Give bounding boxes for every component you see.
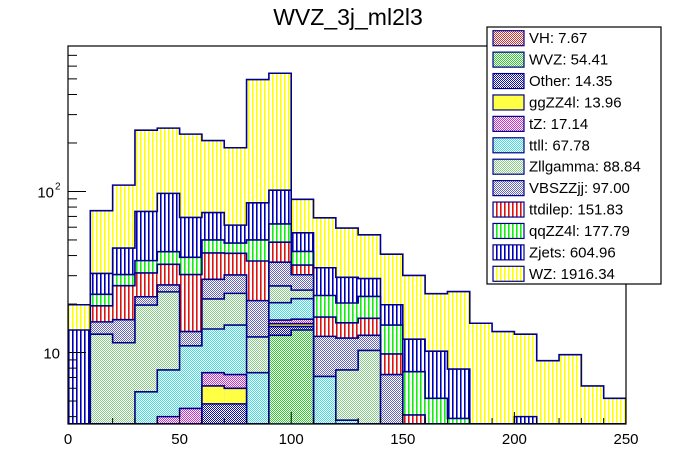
bar-zjets-bin-0: [68, 330, 91, 424]
x-tick-label: 150: [390, 431, 415, 448]
bar-zjets-bin-20: [514, 416, 537, 424]
x-tick-label: 250: [613, 431, 638, 448]
y-tick-exponent: 2: [55, 181, 61, 192]
legend-label: VBSZZjj: 97.00: [529, 180, 630, 197]
legend-entry-ttll: ttll: 67.78: [492, 137, 590, 154]
bar-other-bin-7: [224, 403, 247, 424]
legend-swatch: [492, 222, 525, 240]
legend-label: Other: 14.35: [529, 73, 612, 90]
bar-qqzz4l-bin-17: [447, 418, 470, 424]
legend-entry-zllgamma: Zllgamma: 88.84: [492, 158, 641, 176]
legend-label: ttll: 67.78: [529, 137, 590, 154]
legend-swatch: [492, 180, 525, 197]
legend-entry-tz: tZ: 17.14: [492, 115, 588, 133]
bar-ttll-bin-12: [335, 420, 359, 424]
bar-zllgamma-bin-2: [112, 342, 135, 424]
bar-wz-bin-24: [603, 398, 626, 424]
outline-zllgamma: [68, 285, 626, 424]
legend-swatch: [492, 30, 525, 47]
legend-entry-wvz: WVZ: 54.41: [492, 51, 608, 69]
legend-swatch: [492, 72, 525, 90]
legend-swatch: [492, 94, 525, 111]
bar-wvz-bin-9: [268, 335, 292, 424]
bar-wz-bin-20: [514, 334, 537, 424]
legend-label: WZ: 1916.34: [529, 266, 615, 283]
x-tick-label: 0: [64, 431, 72, 448]
legend-entry-zjets: Zjets: 604.96: [492, 244, 616, 261]
legend-label: tZ: 17.14: [529, 116, 588, 133]
outline-wz: [68, 72, 626, 424]
legend-label: qqZZ4l: 177.79: [529, 223, 630, 240]
legend-swatch: [492, 265, 525, 282]
legend-label: VH: 7.67: [529, 30, 587, 47]
bar-tz-bin-4: [157, 416, 180, 424]
legend-label: Zjets: 604.96: [529, 244, 616, 261]
legend-entry-wz: WZ: 1916.34: [492, 265, 615, 283]
bar-vbszzjj-bin-14: [380, 374, 403, 424]
x-tick-label: 50: [171, 431, 188, 448]
bar-wz-bin-21: [536, 360, 560, 424]
legend-swatch: [492, 244, 525, 261]
legend-label: ggZZ4l: 13.96: [529, 94, 622, 111]
legend-entry-vbszzjj: VBSZZjj: 97.00: [492, 180, 630, 197]
chart-title: WVZ_3j_ml2l3: [273, 4, 423, 30]
bar-ttll-bin-3: [134, 391, 158, 424]
legend-box: [486, 26, 662, 285]
bar-ttll-bin-4: [157, 369, 180, 424]
bar-ttll-bin-8: [246, 372, 269, 424]
outline-ttll: [68, 297, 626, 424]
bar-zllgamma-bin-12: [335, 369, 359, 424]
bar-tz-bin-5: [179, 408, 202, 424]
bar-zjets-bin-17: [447, 369, 470, 424]
legend-label: Zllgamma: 88.84: [529, 159, 641, 176]
bar-wz-bin-23: [581, 385, 604, 424]
outline-vbszzjj: [68, 261, 626, 424]
outline-tz: [68, 318, 626, 424]
stacked-bars: [68, 72, 626, 424]
legend: VH: 7.67 WVZ: 54.41 Other: 14.35 ggZZ4l: 13…: [486, 26, 662, 285]
legend-swatch: [492, 115, 525, 132]
legend-swatch: [492, 158, 525, 175]
legend-label: WVZ: 54.41: [529, 52, 608, 69]
bar-wz-bin-22: [559, 354, 582, 424]
legend-entry-vh: VH: 7.67: [492, 30, 587, 47]
x-tick-label: 200: [502, 431, 527, 448]
bar-qqzz4l-bin-15: [402, 371, 426, 424]
bar-ttll-bin-11: [313, 376, 336, 424]
bar-wz-bin-19: [492, 331, 515, 424]
series-wvz: [68, 329, 626, 424]
legend-swatch: [492, 51, 525, 68]
legend-entry-ggzz4l: ggZZ4l: 13.96: [492, 94, 622, 111]
y-tick-label: 10: [43, 346, 60, 363]
bar-other-bin-6: [201, 403, 225, 424]
bar-zllgamma-bin-13: [358, 350, 381, 424]
legend-swatch: [492, 137, 525, 154]
legend-entry-other: Other: 14.35: [492, 72, 612, 90]
bar-ttll-bin-5: [179, 345, 202, 424]
bar-zllgamma-bin-1: [90, 334, 113, 424]
x-tick-label: 100: [279, 431, 304, 448]
bar-wvz-bin-10: [291, 330, 314, 424]
bar-wz-bin-18: [469, 323, 493, 424]
outline-ttdilep: [68, 241, 626, 424]
bar-qqzz4l-bin-16: [425, 398, 448, 424]
legend-label: ttdilep: 151.83: [529, 202, 623, 219]
legend-entry-ttdilep: ttdilep: 151.83: [492, 201, 623, 219]
bar-ttdilep-bin-15: [402, 414, 426, 424]
legend-swatch: [492, 201, 525, 218]
outline-ggzz4l: [68, 322, 626, 424]
legend-entry-qqzz4l: qqZZ4l: 177.79: [492, 222, 630, 240]
y-tick-label: 10: [37, 184, 54, 201]
